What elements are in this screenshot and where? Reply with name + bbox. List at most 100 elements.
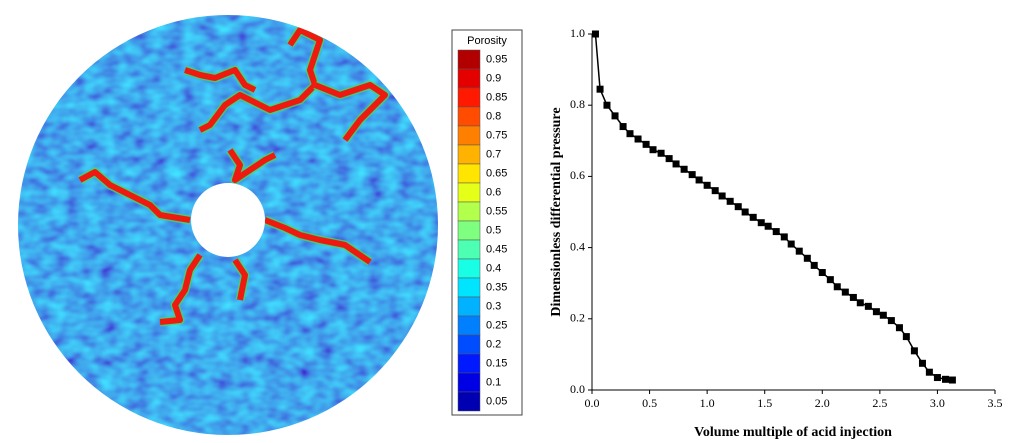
data-point [902,333,910,341]
colorbar-label: 0.95 [486,53,507,65]
data-point [703,181,711,189]
data-point [872,308,880,316]
colorbar-label: 0.15 [486,357,507,369]
colorbar-label: 0.8 [486,110,501,122]
data-point [672,160,680,168]
colorbar-cell [457,277,481,298]
data-point [649,146,657,154]
x-tick-label: 0.0 [585,396,600,410]
x-axis-label: Volume multiple of acid injection [694,425,892,440]
x-tick-label: 3.0 [930,396,945,410]
y-tick-label: 0.6 [570,168,585,182]
colorbar-cell [457,125,481,146]
data-point [948,376,956,384]
x-tick-label: 2.5 [872,396,887,410]
colorbar-label: 0.55 [486,205,507,217]
colorbar-label: 0.25 [486,319,507,331]
data-point [596,85,604,93]
data-point [626,130,634,138]
data-point [642,140,650,148]
colorbar-cell [457,391,481,412]
colorbar-cell [457,87,481,108]
colorbar-label: 0.4 [486,262,501,274]
data-point [591,30,599,38]
data-point [772,228,780,236]
colorbar-cell [457,353,481,374]
colorbar-label: 0.1 [486,376,501,388]
colorbar-cell [457,315,481,336]
data-point [749,213,757,221]
x-tick-label: 3.5 [988,396,1003,410]
colorbar-title: Porosity [467,35,507,47]
colorbar-label: 0.9 [486,72,501,84]
x-tick-label: 2.0 [815,396,830,410]
data-point [933,374,941,382]
colorbar-label: 0.45 [486,243,507,255]
data-point [688,171,696,179]
data-point [795,247,803,255]
data-point [941,375,949,383]
data-point [856,299,864,307]
y-tick-label: 0.4 [570,239,585,253]
data-point [711,187,719,195]
data-point [864,302,872,310]
data-point [910,347,918,355]
data-point [757,219,765,227]
data-point [787,240,795,248]
colorbar-cell [457,163,481,184]
x-tick-label: 1.5 [757,396,772,410]
colorbar-cell [457,220,481,241]
data-point [826,276,834,284]
data-point [895,324,903,332]
y-tick-label: 0.0 [570,382,585,396]
data-point [718,192,726,200]
data-point [741,208,749,216]
colorbar-cell [457,68,481,89]
line-chart: 0.0 0.5 1.0 1.5 2.0 2.5 3.0 3.5 0.0 0.2 0.4 0.6 0.8 1… [570,26,1003,410]
colorbar-cell [457,258,481,279]
data-point [611,112,619,120]
colorbar-cell [457,296,481,317]
data-point [818,269,826,277]
data-point [810,261,818,269]
colorbar-label: 0.75 [486,129,507,141]
colorbar-cell [457,201,481,222]
data-point [841,288,849,296]
data-point [734,203,742,211]
colorbar-label: 0.5 [486,224,501,236]
colorbar-label: 0.3 [486,300,501,312]
data-point [849,293,857,301]
colorbar-cell [457,182,481,203]
data-point [887,317,895,325]
wormholes [77,25,390,327]
data-point [726,197,734,205]
porosity-map [18,15,438,435]
data-point [918,359,926,367]
colorbar-cell [457,334,481,355]
data-point [680,165,688,173]
colorbar-cell [457,372,481,393]
x-tick-label: 0.5 [642,396,657,410]
colorbar-cell [457,144,481,165]
colorbar-label: 0.2 [486,338,501,350]
data-point [695,176,703,184]
y-tick-label: 0.2 [570,311,585,325]
data-point [657,149,665,157]
y-tick-label: 0.8 [570,97,585,111]
data-point [603,101,611,109]
colorbar-cell [457,49,481,70]
x-tick-label: 1.0 [700,396,715,410]
colorbar-label: 0.6 [486,186,501,198]
colorbar-cell [457,106,481,127]
data-point [780,233,788,241]
y-tick-label: 1.0 [570,26,585,40]
data-point [803,254,811,262]
data-point [833,283,841,291]
data-point [634,135,642,143]
data-point [619,123,627,131]
data-point [764,222,772,230]
colorbar-label: 0.7 [486,148,501,160]
colorbar-label: 0.05 [486,395,507,407]
colorbar: 0.95 0.9 0.85 0.8 0.75 0.7 0.65 0.6 0.55 0.5 0.45 0… [457,49,507,412]
